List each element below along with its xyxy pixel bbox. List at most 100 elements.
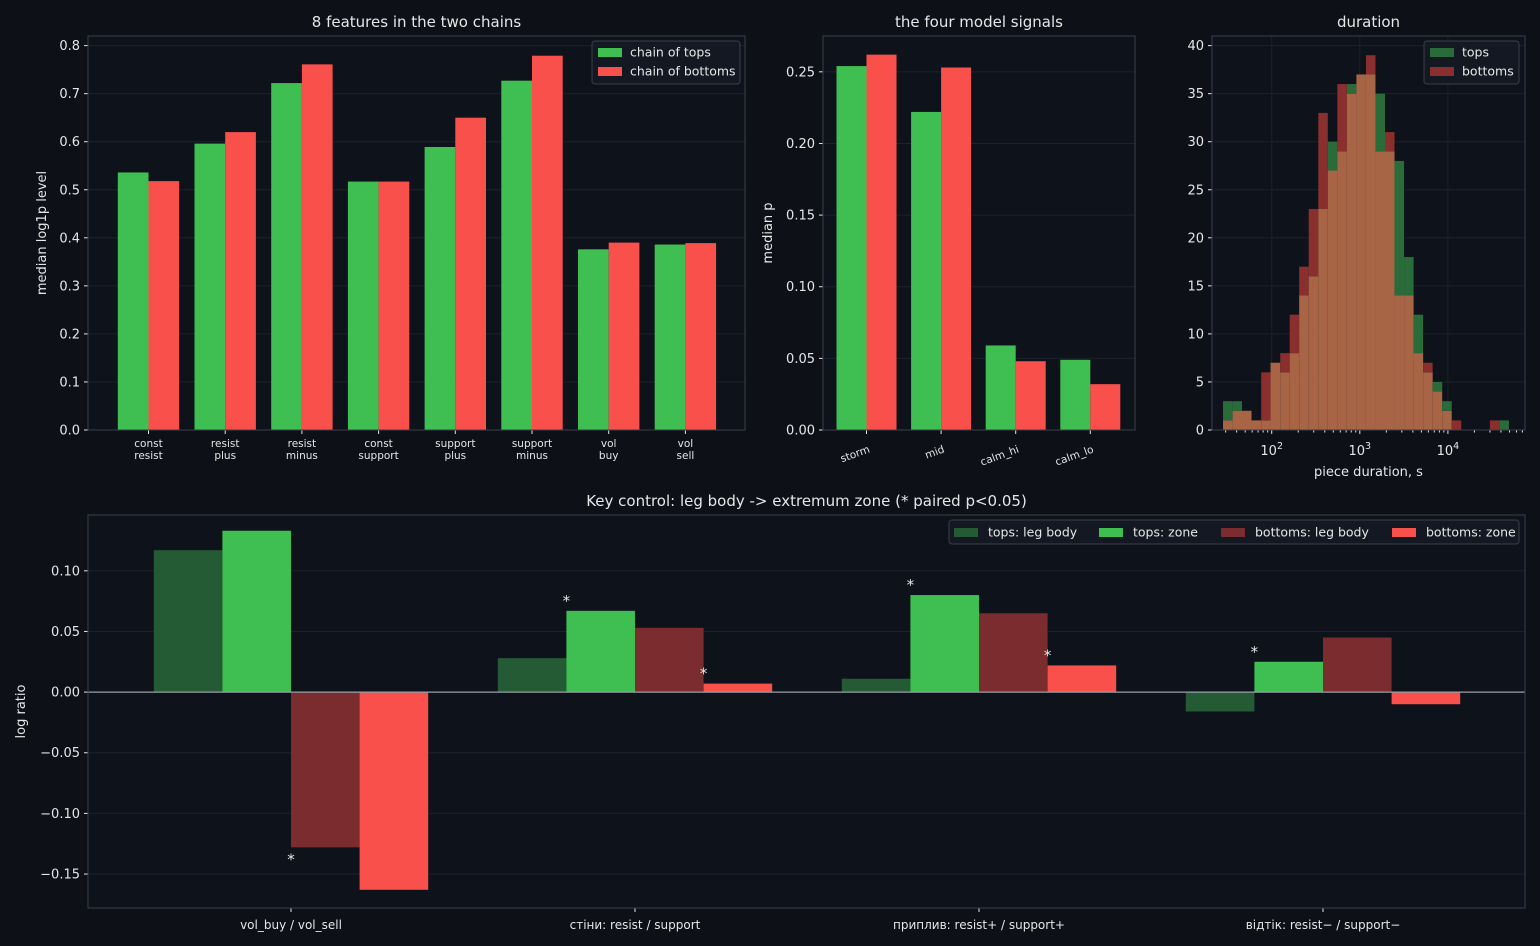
hist-bar-bottoms bbox=[1280, 353, 1290, 373]
y-tick-label: 0.15 bbox=[786, 209, 815, 224]
hist-bar-tops bbox=[1404, 257, 1414, 296]
y-tick-label: 0.00 bbox=[51, 686, 80, 701]
hist-bar-bottoms bbox=[1299, 266, 1309, 296]
hist-bar-overlap bbox=[1261, 420, 1271, 430]
y-tick-label: 0.05 bbox=[51, 625, 80, 640]
hist-bar-overlap bbox=[1337, 151, 1347, 430]
y-tick-label: 0 bbox=[1196, 424, 1204, 439]
legend-label: chain of bottoms bbox=[630, 64, 736, 79]
y-tick-label: 0.5 bbox=[59, 183, 80, 198]
hist-bar-tops bbox=[1413, 314, 1424, 354]
x-tick-label: vol bbox=[601, 438, 617, 450]
hist-bar-overlap bbox=[1432, 391, 1443, 430]
y-tick-label: 0.25 bbox=[786, 65, 815, 80]
x-tick-label: minus bbox=[516, 450, 548, 462]
features-chart: 0.0 0.1 0.2 0.3 0.4 0.5 0.6 0.7 0.8 8 features in… bbox=[35, 13, 746, 462]
hist-bar-overlap bbox=[1404, 295, 1414, 430]
bar bbox=[1391, 692, 1461, 705]
bar bbox=[225, 132, 256, 430]
legend-label: bottoms bbox=[1462, 64, 1514, 79]
chart-title: duration bbox=[1337, 13, 1400, 31]
legend-swatch bbox=[1392, 528, 1416, 537]
y-tick-label: 0.10 bbox=[786, 280, 815, 295]
bar bbox=[866, 54, 897, 430]
x-tick-label: sell bbox=[677, 450, 695, 462]
y-axis-label: log ratio bbox=[14, 684, 29, 738]
bar bbox=[1254, 661, 1323, 693]
bar bbox=[148, 181, 180, 430]
plot-frame bbox=[87, 35, 746, 431]
bar bbox=[635, 627, 704, 693]
x-tick-label: стіни: resist / support bbox=[570, 918, 701, 932]
key-control-chart: 0.10 0.05 0.00 −0.05 −0.10 −0.15 Key control: … bbox=[14, 492, 1526, 932]
hist-bar-overlap bbox=[1327, 170, 1338, 430]
hist-bar-overlap bbox=[1289, 353, 1300, 430]
legend-swatch bbox=[598, 48, 622, 57]
bar bbox=[836, 66, 867, 430]
bar bbox=[532, 55, 563, 430]
hist-bar-overlap bbox=[1251, 420, 1262, 430]
hist-bar-bottoms bbox=[1423, 362, 1433, 373]
y-tick-label: −0.10 bbox=[40, 807, 80, 822]
hist-bar-tops bbox=[1442, 401, 1452, 411]
x-tick-label: 103 bbox=[1349, 441, 1372, 459]
plot-frame bbox=[822, 35, 1136, 431]
legend-label: tops: zone bbox=[1133, 525, 1198, 540]
significance-marker: * bbox=[563, 592, 571, 610]
bar bbox=[271, 83, 302, 431]
bar bbox=[194, 143, 226, 430]
bar bbox=[578, 249, 609, 430]
legend-swatch bbox=[598, 67, 622, 76]
chart-title: Key control: leg body -> extremum zone (… bbox=[586, 492, 1027, 510]
x-tick-label: plus bbox=[214, 450, 236, 462]
hist-bar-tops bbox=[1394, 160, 1405, 296]
duration-histogram: 0 5 10 15 20 25 30 35 40 duration 102 103 104 piece d… bbox=[1187, 13, 1526, 480]
bar bbox=[1323, 637, 1392, 693]
y-tick-label: 0.4 bbox=[59, 231, 80, 246]
legend-swatch bbox=[1099, 528, 1123, 537]
significance-marker: * bbox=[907, 576, 915, 594]
y-tick-label: 0.05 bbox=[786, 352, 815, 367]
hist-bar-tops bbox=[1327, 141, 1338, 171]
y-tick-label: 5 bbox=[1196, 375, 1204, 390]
bar bbox=[1060, 359, 1091, 430]
significance-marker: * bbox=[700, 665, 708, 683]
y-axis-label: median p bbox=[761, 202, 776, 263]
hist-bar-tops bbox=[1223, 401, 1233, 421]
bar bbox=[1015, 361, 1046, 430]
y-tick-label: 35 bbox=[1187, 87, 1204, 102]
hist-bar-overlap bbox=[1442, 410, 1452, 430]
legend-label: tops bbox=[1462, 45, 1489, 60]
y-tick-label: 0.8 bbox=[59, 39, 80, 54]
bar bbox=[153, 550, 223, 693]
model-signals-chart: 0.00 0.05 0.10 0.15 0.20 0.25 the four model s… bbox=[761, 13, 1136, 469]
y-tick-label: 0.6 bbox=[59, 135, 80, 150]
x-tick-label: vol bbox=[678, 438, 694, 450]
x-tick-label: приплив: resist+ / support+ bbox=[893, 918, 1065, 932]
chart-title: the four model signals bbox=[895, 13, 1063, 31]
hist-bar-overlap bbox=[1299, 295, 1309, 430]
legend-label: bottoms: zone bbox=[1426, 525, 1516, 540]
legend-swatch bbox=[954, 528, 978, 537]
x-tick-label: 102 bbox=[1260, 441, 1283, 459]
y-tick-label: −0.15 bbox=[40, 868, 80, 883]
bar bbox=[703, 683, 773, 693]
x-tick-label: plus bbox=[444, 450, 466, 462]
legend-label: bottoms: leg body bbox=[1255, 525, 1369, 540]
hist-bar-overlap bbox=[1346, 93, 1357, 430]
y-tick-label: 10 bbox=[1187, 327, 1204, 342]
bar bbox=[359, 692, 429, 890]
x-tick-label: const bbox=[364, 438, 392, 450]
bar bbox=[941, 67, 972, 431]
y-tick-label: 40 bbox=[1187, 39, 1204, 54]
legend-swatch bbox=[1430, 48, 1454, 57]
y-tick-label: 0.2 bbox=[59, 327, 80, 342]
x-tick-label: support bbox=[512, 438, 552, 450]
hist-bar-overlap bbox=[1308, 276, 1319, 430]
bar bbox=[608, 242, 640, 430]
legend-label: tops: leg body bbox=[988, 525, 1078, 540]
hist-bar-overlap bbox=[1375, 151, 1386, 430]
hist-bar-overlap bbox=[1413, 353, 1424, 430]
legend-label: chain of tops bbox=[630, 45, 711, 60]
x-tick-label: resist bbox=[134, 450, 163, 462]
